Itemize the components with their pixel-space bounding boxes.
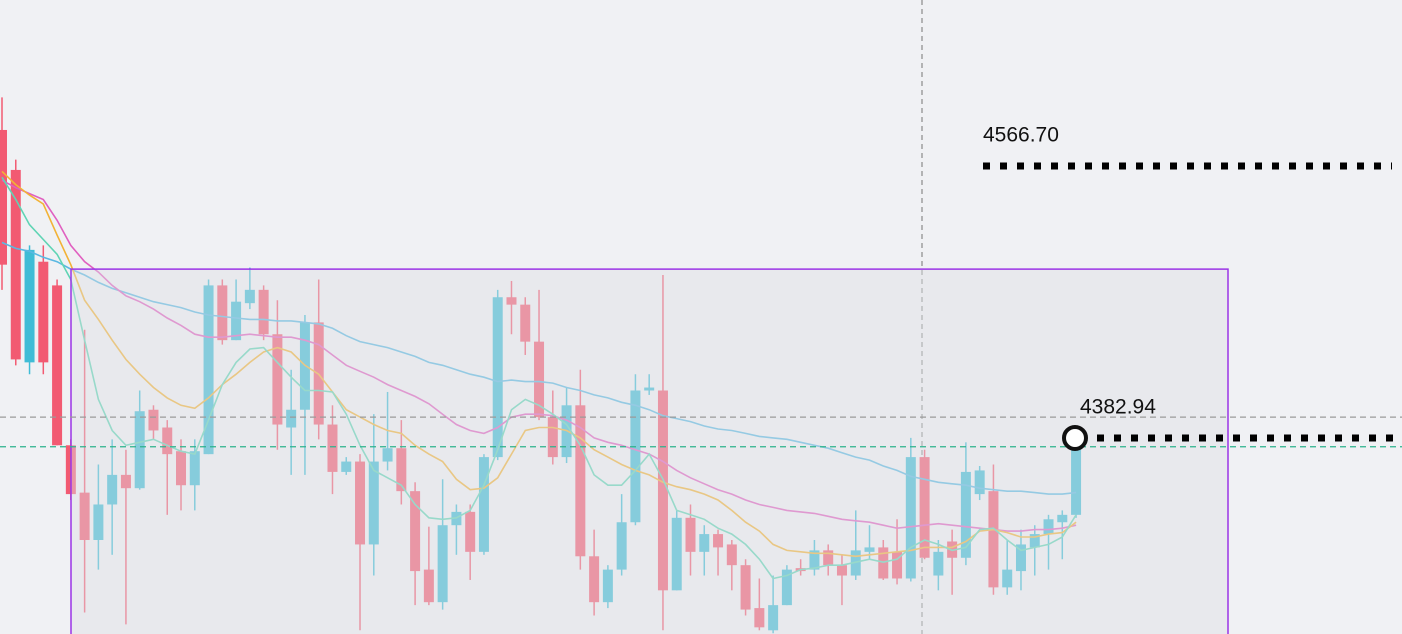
candle-body [258,289,269,335]
candle-body [217,285,228,341]
candle-body [1015,544,1026,572]
candle-body [547,417,558,458]
candle-body [630,390,641,523]
candle-body [79,492,90,541]
price-marker [1062,424,1088,451]
moving-average-line [1,179,1077,532]
candle-body [740,565,751,610]
candle-body [107,474,118,505]
candle-body [768,605,779,631]
candle-body [1002,569,1013,588]
candle-body [754,608,765,628]
candle-body [162,427,173,455]
candle-body [382,448,393,462]
candle-body [437,525,448,603]
price-level-label: 4566.70 [983,123,1059,146]
candle-body [203,285,214,455]
candle-body [933,551,944,576]
candle-body [699,534,710,552]
candle-body [134,411,145,489]
candle-body [465,511,476,552]
candle-body [520,304,531,342]
candle-body [809,550,820,570]
candle-body [93,504,104,541]
candle-body [286,409,297,428]
candle-body [0,129,7,265]
candle-body [341,461,352,472]
candle-body [657,390,668,591]
candle-body [781,569,792,606]
candle-body [327,424,338,472]
candle-body [602,569,613,603]
candle-body [368,461,379,545]
price-level-label: 4382.94 [1080,395,1156,418]
candle-body [244,289,255,304]
candle-body [506,297,517,305]
candle-body [575,405,586,557]
candle-body [864,547,875,552]
candle-body [644,387,655,391]
candle-body [120,474,131,489]
candle-body [534,341,545,418]
candle-body [726,544,737,566]
candle-body [974,470,985,495]
candle-body [713,534,724,548]
candle-body [685,517,696,552]
candle-body [355,461,366,545]
candle-body [272,334,283,425]
candle-body [478,457,489,552]
candle-body [919,457,930,558]
candle-body [24,249,35,363]
candle-body [148,409,159,431]
candle-body [396,448,407,492]
candle-body [189,451,200,486]
moving-average-line [1,241,1077,495]
candle-body [38,261,49,363]
candle-body [892,551,903,579]
candle-body [1029,534,1040,548]
candle-body [616,522,627,570]
candle-body [1057,514,1068,523]
moving-average-line [1,170,1077,558]
candle-body [10,169,21,360]
candle-body [492,297,503,458]
candle-body [823,550,834,566]
candle-body [176,451,187,486]
candle-body [1071,437,1082,515]
moving-average-line [1,176,1077,580]
candle-body [231,301,242,341]
candle-body [410,491,421,572]
candle-body [1043,519,1054,535]
range-box [70,268,1229,634]
candle-body [423,569,434,603]
candle-body [836,565,847,576]
candle-body [905,457,916,579]
candle-body [988,491,999,588]
candle-body [960,471,971,558]
candle-body [671,517,682,591]
candle-body [589,556,600,603]
candle-body [52,285,63,446]
